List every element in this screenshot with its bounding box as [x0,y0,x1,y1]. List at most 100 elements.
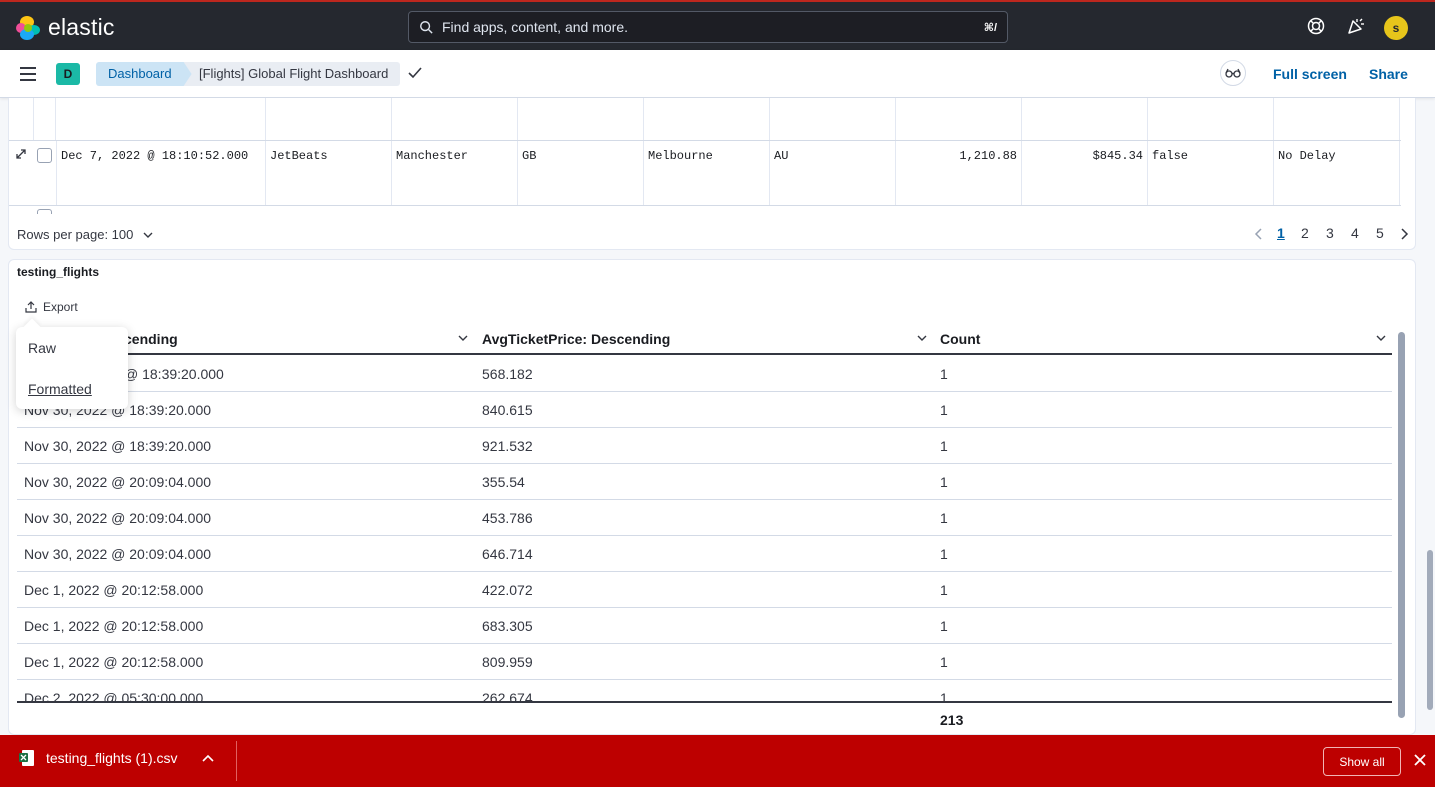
cell-price: 422.072 [482,582,533,598]
show-all-button[interactable]: Show all [1323,747,1401,776]
cell-price: 568.182 [482,366,533,382]
table-row: Dec 1, 2022 @ 20:12:58.000 422.072 1 [17,572,1392,608]
view-mode-button[interactable] [1220,60,1246,86]
export-formatted-option[interactable]: Formatted [28,381,92,397]
cell-price: 646.714 [482,546,533,562]
news-feed-icon[interactable] [1347,17,1365,35]
breadcrumb-current: [Flights] Global Flight Dashboard [183,62,401,86]
table-row: Nov 30, 2022 @ 20:09:04.000 453.786 1 [17,500,1392,536]
space-badge[interactable]: D [56,63,80,85]
excel-file-icon [19,750,34,766]
breadcrumb-dashboard[interactable]: Dashboard [96,62,192,86]
cell-delay: No Delay [1274,141,1400,205]
cell-count: 1 [940,438,948,454]
glasses-icon [1225,68,1241,78]
table-body: @ 18:39:20.000 568.182 1 Nov 30, 2022 @ … [9,356,1409,702]
chevron-down-icon[interactable] [1376,335,1386,342]
top-header: elastic Find apps, content, and more. ⌘/… [0,0,1435,50]
cell-price: 921.532 [482,438,533,454]
table-row: Dec 2, 2022 @ 05:30:00.000 262.674 1 [17,680,1392,702]
cell-count: 1 [940,546,948,562]
cell-price: 840.615 [482,402,533,418]
breadcrumb-current-label: [Flights] Global Flight Dashboard [199,66,389,81]
cell-price: 809.959 [482,654,533,670]
brand-name: elastic [48,14,115,40]
table-row [9,206,1401,214]
cell-timestamp: Nov 30, 2022 @ 20:09:04.000 [24,474,212,490]
count-total: 213 [940,712,964,728]
page-4-button[interactable]: 4 [1351,225,1359,241]
elastic-logo[interactable]: elastic [16,14,115,41]
table-row: @ 18:39:20.000 568.182 1 [17,356,1392,392]
table-scrollbar[interactable] [1398,332,1405,718]
full-screen-button[interactable]: Full screen [1273,66,1347,82]
cell-price: $845.34 [1022,141,1148,205]
chevron-down-icon[interactable] [917,335,927,342]
chevron-down-icon[interactable] [458,335,468,342]
global-search[interactable]: Find apps, content, and more. ⌘/ [408,11,1008,43]
table-row: Dec 7, 2022 @ 18:10:52.000 JetBeats Manc… [9,141,1401,206]
cell-timestamp: Dec 1, 2022 @ 20:12:58.000 [24,654,204,670]
export-button[interactable]: Export [25,300,78,314]
chevron-up-icon[interactable] [201,754,214,762]
cell-timestamp: Dec 1, 2022 @ 20:12:58.000 [24,582,204,598]
table-header: cending AvgTicketPrice: Descending Count [17,325,1392,355]
page-1-button[interactable]: 1 [1277,225,1285,241]
expand-icon[interactable] [15,148,27,160]
testing-flights-panel: testing_flights Export cending AvgTicket… [8,259,1416,735]
prev-page-icon[interactable] [1254,228,1262,240]
table-row: Dec 1, 2022 @ 20:12:58.000 683.305 1 [17,608,1392,644]
panel-title: testing_flights [17,265,100,279]
cell-price: 355.54 [482,474,525,490]
cell-dest-country: AU [770,141,896,205]
cell-price: 262.674 [482,690,533,702]
user-avatar[interactable]: s [1384,16,1408,40]
cell-count: 1 [940,654,948,670]
cell-count: 1 [940,474,948,490]
menu-icon[interactable] [20,67,36,81]
row-checkbox[interactable] [37,148,52,163]
download-filename: testing_flights (1).csv [46,750,178,766]
close-icon[interactable] [1414,754,1426,766]
search-placeholder: Find apps, content, and more. [442,19,628,35]
rows-per-page-label: Rows per page: 100 [17,227,134,242]
table-row: Nov 30, 2022 @ 18:39:20.000 840.615 1 [17,392,1392,428]
table-row: Nov 30, 2022 @ 20:09:04.000 355.54 1 [17,464,1392,500]
cell-timestamp: Dec 1, 2022 @ 20:12:58.000 [24,618,204,634]
cell-count: 1 [940,366,948,382]
cell-timestamp: Nov 30, 2022 @ 20:09:04.000 [24,546,212,562]
page-scrollbar[interactable] [1427,550,1433,710]
page-5-button[interactable]: 5 [1376,225,1384,241]
page-3-button[interactable]: 3 [1326,225,1334,241]
breadcrumb-bar: D [Flights] Global Flight Dashboard Dash… [0,50,1435,98]
export-icon [25,301,37,313]
cell-timestamp: @ 18:39:20.000 [124,366,224,382]
cell-count: 1 [940,510,948,526]
cell-timestamp: Dec 2, 2022 @ 05:30:00.000 [24,690,204,702]
row-checkbox[interactable] [37,209,52,214]
next-page-icon[interactable] [1401,228,1409,240]
cell-dest-city: Melbourne [644,141,770,205]
table-row [9,98,1401,141]
search-shortcut: ⌘/ [983,22,997,34]
page-2-button[interactable]: 2 [1301,225,1309,241]
header-timestamp[interactable]: cending [124,331,178,347]
cell-timestamp: Dec 7, 2022 @ 18:10:52.000 [56,141,266,205]
share-button[interactable]: Share [1369,66,1408,82]
cell-origin-city: Manchester [392,141,518,205]
cell-count: 1 [940,690,948,702]
table-footer-divider [17,701,1392,703]
header-avg-ticket-price[interactable]: AvgTicketPrice: Descending [482,331,671,347]
table-row: Dec 1, 2022 @ 20:12:58.000 809.959 1 [17,644,1392,680]
table-row: Nov 30, 2022 @ 18:39:20.000 921.532 1 [17,428,1392,464]
help-icon[interactable] [1307,17,1325,35]
cell-origin-country: GB [518,141,644,205]
header-count[interactable]: Count [940,331,981,347]
search-icon [420,21,433,34]
download-item[interactable]: testing_flights (1).csv [18,749,214,767]
cell-count: 1 [940,402,948,418]
export-raw-option[interactable]: Raw [28,340,57,356]
rows-per-page-select[interactable]: Rows per page: 100 [17,227,153,242]
check-icon [408,67,422,79]
cell-carrier: JetBeats [266,141,392,205]
